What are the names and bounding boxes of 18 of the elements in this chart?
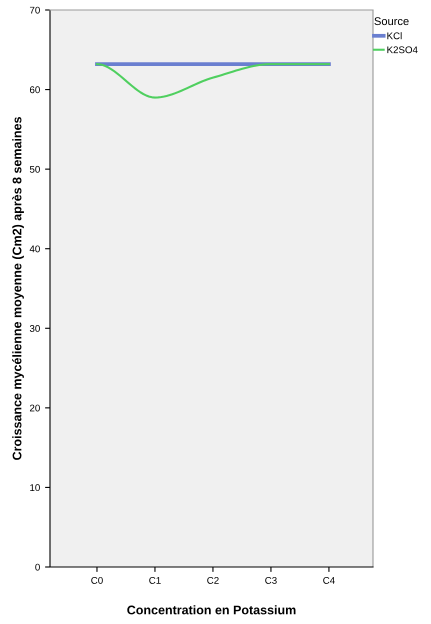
y-tick-label: 0 <box>35 564 40 571</box>
y-tick-label: 10 <box>30 484 40 492</box>
y-tick-label: 70 <box>30 6 40 14</box>
y-axis-title: Croissance mycélienne moyenne (Cm2) après 8 semaines <box>12 117 24 460</box>
x-tick-label: C2 <box>207 576 219 584</box>
x-tick-label: C0 <box>91 576 103 584</box>
legend-label: K2SO4 <box>387 46 418 54</box>
x-tick-label: C4 <box>323 576 335 584</box>
y-tick-label: 60 <box>30 86 40 94</box>
y-tick-label: 40 <box>30 245 40 252</box>
y-tick-label: 50 <box>30 166 40 173</box>
legend-title: Source <box>374 17 409 26</box>
x-tick-label: C1 <box>149 576 161 584</box>
y-tick-label: 20 <box>30 404 40 412</box>
legend-label: KCl <box>387 32 402 40</box>
x-axis-title: Concentration en Potassium <box>127 605 296 614</box>
x-tick-label: C3 <box>265 576 277 584</box>
y-tick-label: 30 <box>30 325 40 332</box>
